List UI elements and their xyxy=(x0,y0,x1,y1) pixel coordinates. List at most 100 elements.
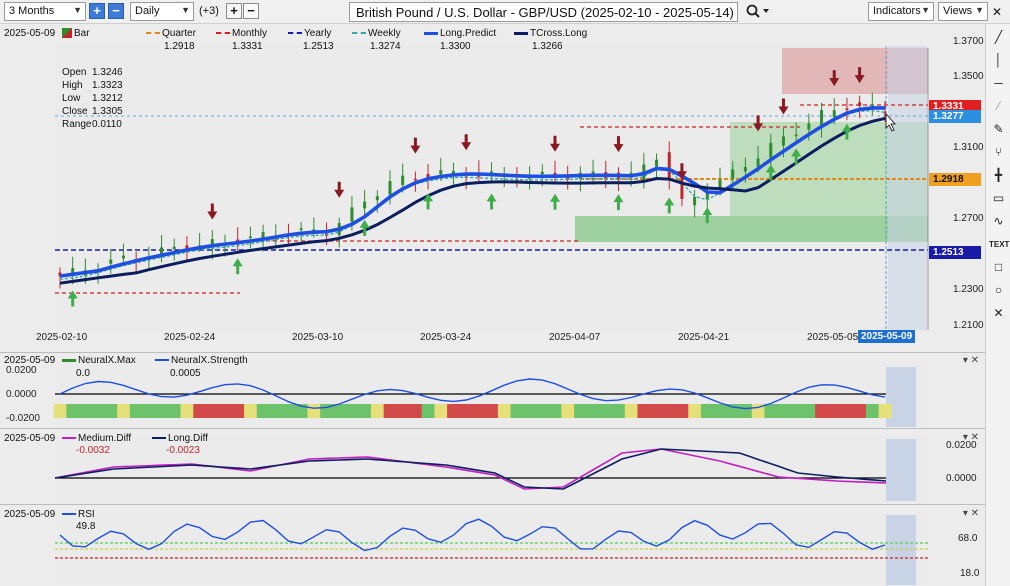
delete-drawings-icon[interactable]: ✕ xyxy=(993,306,1004,320)
rsi-line xyxy=(59,518,886,552)
candle-body xyxy=(401,175,405,186)
buy-arrow-icon xyxy=(613,194,624,211)
neural-heat-cell xyxy=(91,404,105,418)
candle-body xyxy=(540,171,544,175)
period-select[interactable]: 3 Months ▼ xyxy=(4,2,86,21)
zoom-out-button[interactable]: − xyxy=(108,3,124,19)
neural-heat-cell xyxy=(510,404,524,418)
support-zone xyxy=(575,216,928,242)
remove-series-button[interactable]: − xyxy=(243,3,259,19)
zoom-in-button[interactable]: + xyxy=(89,3,105,19)
drawing-tools: ╱ │ ─ ⁄ ✎ ⑂ ╋ ▭ ∿ TEXT □ ○ ✕ xyxy=(985,24,1010,586)
candle-body xyxy=(312,229,316,231)
pane-collapse-close-icon[interactable]: ▾ ✕ xyxy=(962,355,979,366)
pane-collapse-close-icon[interactable]: ▾ ✕ xyxy=(962,508,979,519)
diff-tick: 0.0000 xyxy=(946,473,977,484)
neural-tick: 0.0200 xyxy=(6,365,37,376)
pane-collapse-close-icon[interactable]: ▾ ✕ xyxy=(962,432,979,443)
neural-heat-cell xyxy=(231,404,245,418)
sell-arrow-icon xyxy=(753,115,764,132)
neural-heat-cell xyxy=(789,404,803,418)
candle-body xyxy=(388,181,392,195)
sell-arrow-icon xyxy=(613,136,624,153)
forecast-zone xyxy=(886,515,916,585)
ray-tool-icon[interactable]: ⁄ xyxy=(997,99,1000,113)
wave-tool-icon[interactable]: ∿ xyxy=(993,214,1004,228)
neural-heat-cell xyxy=(739,404,753,418)
neural-heat-cell xyxy=(256,404,270,418)
legend-swatch xyxy=(288,32,302,35)
legend-value: 1.3266 xyxy=(532,41,563,52)
buy-arrow-icon xyxy=(423,193,434,210)
neural-heat-cell xyxy=(53,404,67,418)
pen-tool-icon[interactable]: ✎ xyxy=(993,122,1004,136)
trendline-tool-icon[interactable]: ╱ xyxy=(994,30,1003,44)
symbol-title[interactable]: British Pound / U.S. Dollar - GBP/USD (2… xyxy=(349,2,738,22)
legend-item: Weekly xyxy=(352,28,401,39)
search-icon[interactable] xyxy=(745,3,771,20)
pitchfork-tool-icon[interactable]: ⑂ xyxy=(994,145,1003,159)
candle-body xyxy=(439,170,443,175)
neural-tick: 0.0000 xyxy=(6,389,37,400)
neural-heat-cell xyxy=(167,404,182,418)
text-tool-icon[interactable]: TEXT xyxy=(989,240,1010,249)
price-pane[interactable]: 2025-05-09 Bar Quarter Monthly Yearly Weekly… xyxy=(0,24,985,353)
horizontal-line-tool-icon[interactable]: ─ xyxy=(994,76,1003,90)
neural-heat-cell xyxy=(294,404,308,418)
neural-heat-cell xyxy=(180,404,194,418)
diff-chart[interactable] xyxy=(0,429,985,505)
neural-heat-cell xyxy=(612,404,626,418)
candle-body xyxy=(667,152,671,180)
sell-arrow-icon xyxy=(778,98,789,115)
neural-heat-cell xyxy=(853,404,867,418)
neural-pane[interactable]: 2025-05-09 NeuralX.Max NeuralX.Strength … xyxy=(0,353,985,429)
chevron-down-icon: ▼ xyxy=(181,5,190,15)
legend-label: TCross.Long xyxy=(530,28,588,39)
chevron-down-icon: ▼ xyxy=(975,5,984,15)
neural-heat-cell xyxy=(624,404,638,418)
sell-arrow-icon xyxy=(207,203,218,220)
neural-chart[interactable] xyxy=(0,353,985,429)
date-tick: 2025-03-10 xyxy=(292,332,344,343)
legend-value: 1.2918 xyxy=(164,41,195,52)
rsi-pane[interactable]: 2025-05-09 RSI 49.8 68.0 18.0 ▾ ✕ xyxy=(0,505,985,586)
indicators-label: Indicators xyxy=(873,5,921,17)
ohlc-range: Range0.0110 xyxy=(62,119,122,130)
add-series-button[interactable]: + xyxy=(226,3,242,19)
neural-heat-cell xyxy=(345,404,359,418)
price-tick: 1.2100 xyxy=(953,320,984,331)
pane-date: 2025-05-09 xyxy=(4,433,56,444)
legend-rsi: RSI xyxy=(62,509,95,520)
price-chart[interactable] xyxy=(0,24,985,353)
close-icon[interactable]: ✕ xyxy=(992,5,1003,19)
candle-body xyxy=(820,110,824,126)
candle-body xyxy=(363,201,367,209)
candle-body xyxy=(121,255,125,259)
neural-heat-cell xyxy=(548,404,562,418)
interval-select[interactable]: Daily ▼ xyxy=(130,2,194,21)
vertical-line-tool-icon[interactable]: │ xyxy=(994,53,1003,67)
legend-item: Bar xyxy=(62,28,90,39)
indicators-button[interactable]: Indicators ▼ xyxy=(868,2,934,21)
legend-neuralx-strength: NeuralX.Strength xyxy=(155,355,248,366)
views-button[interactable]: Views ▼ xyxy=(938,2,988,21)
legend-swatch xyxy=(62,28,72,39)
neural-heat-cell xyxy=(66,404,80,418)
callout-tool-icon[interactable]: ▭ xyxy=(992,191,1005,205)
crosshair-tool-icon[interactable]: ╋ xyxy=(994,168,1003,182)
diff-pane[interactable]: 2025-05-09 Medium.Diff Long.Diff -0.0032… xyxy=(0,429,985,505)
rectangle-tool-icon[interactable]: □ xyxy=(994,260,1003,274)
legend-swatch xyxy=(424,31,438,35)
price-tick: 1.3500 xyxy=(953,71,984,82)
rsi-chart[interactable] xyxy=(0,505,985,586)
neural-heat-cell xyxy=(117,404,131,418)
ellipse-tool-icon[interactable]: ○ xyxy=(994,283,1003,297)
sell-arrow-icon xyxy=(334,181,345,198)
sell-arrow-icon xyxy=(461,134,472,151)
sell-arrow-icon xyxy=(854,67,865,84)
neural-heat-cell xyxy=(205,404,220,418)
candle-body xyxy=(261,232,265,240)
sell-arrow-icon xyxy=(410,137,421,154)
rsi-value: 49.8 xyxy=(76,521,96,532)
legend-value: 1.3331 xyxy=(232,41,263,52)
